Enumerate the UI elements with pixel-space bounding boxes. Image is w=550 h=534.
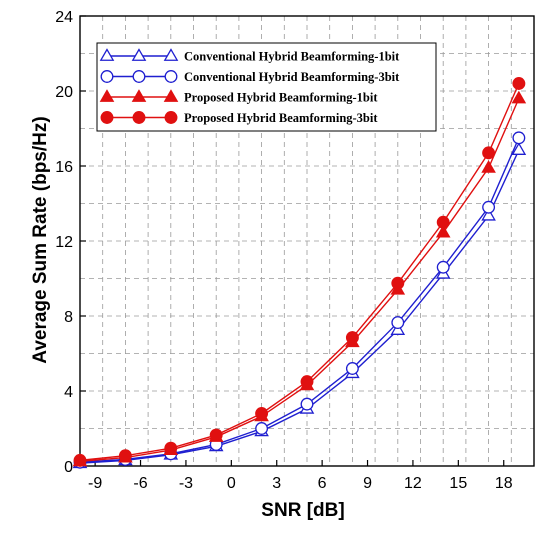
series-2 [73, 131, 526, 469]
data-point [511, 142, 527, 155]
x-tick-label: -6 [133, 475, 147, 492]
series-line [79, 83, 520, 462]
legend-marker [163, 48, 179, 61]
data-point [512, 131, 526, 145]
legend-marker [164, 70, 178, 83]
data-point [436, 215, 450, 229]
series-line [79, 98, 520, 463]
legend-label: Proposed Hybrid Beamforming-1bit [184, 91, 378, 105]
x-axis-title: SNR [dB] [261, 500, 344, 521]
data-point [255, 422, 269, 435]
data-point [164, 441, 178, 455]
series-line [79, 149, 520, 464]
legend-box [96, 42, 437, 132]
data-point [300, 375, 314, 389]
axes: -9 -6 -3 0 3 6 9 12 15 18 0 4 8 12 16 20 24 [55, 9, 535, 492]
x-tick-label: 18 [495, 475, 513, 492]
x-tick-label: 15 [449, 475, 467, 492]
data-point [511, 90, 527, 104]
data-point [209, 428, 223, 442]
data-point [512, 77, 526, 90]
legend-marker [132, 111, 146, 124]
data-point [118, 449, 132, 463]
data-point [391, 316, 405, 330]
data-point [345, 331, 359, 345]
data-point [436, 260, 450, 274]
series-line [79, 137, 520, 463]
legend-label: Conventional Hybrid Beamforming-1bit [184, 50, 400, 64]
series-lines [72, 77, 527, 469]
x-tick-label: -3 [179, 475, 193, 492]
legend-marker [163, 89, 179, 102]
y-tick-label: 0 [64, 459, 73, 476]
legend-item: Conventional Hybrid Beamforming-3bit [100, 70, 400, 84]
data-point [435, 224, 451, 238]
legend-item: Proposed Hybrid Beamforming-1bit [99, 89, 378, 105]
x-tick-label: 0 [227, 475, 236, 492]
data-point [391, 276, 405, 290]
legend-label: Conventional Hybrid Beamforming-3bit [184, 70, 400, 84]
legend-marker [99, 89, 115, 102]
y-axis-title: Average Sum Rate (bps/Hz) [30, 116, 51, 363]
data-point [482, 200, 496, 214]
data-point [481, 160, 496, 173]
x-tick-label: 12 [404, 475, 422, 492]
legend-marker [131, 89, 147, 102]
data-point [482, 146, 496, 160]
legend: Conventional Hybrid Beamforming-1bit Conv… [96, 42, 437, 132]
legend-label: Proposed Hybrid Beamforming-3bit [184, 111, 378, 125]
legend-marker [132, 70, 146, 83]
legend-marker [100, 70, 114, 83]
legend-marker [164, 111, 178, 124]
y-tick-label: 16 [55, 159, 73, 176]
x-tick-label: -9 [88, 475, 102, 492]
x-tick-label: 9 [363, 475, 372, 492]
legend-marker [131, 48, 147, 61]
legend-item: Proposed Hybrid Beamforming-3bit [100, 111, 378, 125]
series-4 [73, 77, 526, 467]
y-tick-label: 12 [55, 234, 73, 251]
legend-marker [100, 111, 114, 124]
x-tick-label: 6 [318, 475, 327, 492]
legend-marker [99, 48, 115, 61]
legend-item: Conventional Hybrid Beamforming-1bit [99, 48, 400, 64]
data-point [481, 207, 496, 221]
y-tick-label: 24 [55, 9, 73, 26]
data-point [73, 453, 87, 467]
x-tick-label: 3 [272, 475, 281, 492]
y-tick-label: 4 [64, 384, 73, 401]
series-1 [72, 142, 527, 469]
data-point [345, 362, 359, 375]
data-point [255, 407, 269, 420]
data-point [300, 397, 314, 411]
y-tick-label: 20 [55, 84, 73, 101]
y-tick-label: 8 [64, 309, 73, 326]
